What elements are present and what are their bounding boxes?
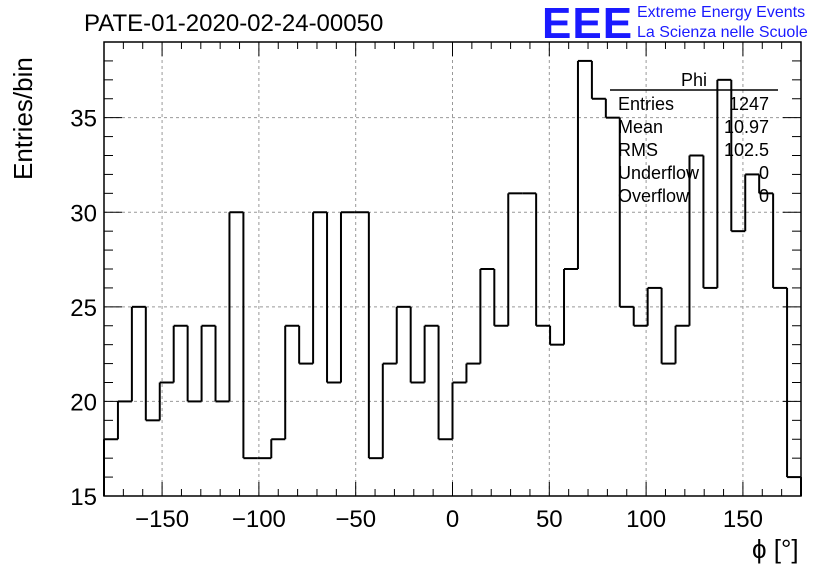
stats-value: 10.97 (724, 117, 769, 137)
y-tick-label: 20 (70, 389, 97, 416)
axis-ticks (103, 41, 802, 497)
stats-value: 0 (759, 163, 769, 183)
x-tick-label: 100 (626, 506, 666, 533)
y-axis-label: Entries/bin (8, 57, 38, 180)
stats-value: 0 (759, 186, 769, 206)
stats-label: RMS (618, 140, 658, 160)
x-tick-label: −150 (135, 506, 189, 533)
stats-label: Overflow (618, 186, 690, 206)
logo-line-2: La Scienza nelle Scuole (637, 24, 808, 41)
histogram-bars (103, 59, 802, 496)
x-axis-label: ϕ [°] (752, 534, 799, 564)
x-tick-label: 50 (536, 506, 563, 533)
y-tick-label: 30 (70, 200, 97, 227)
logo-line-1: Extreme Energy Events (637, 4, 806, 21)
y-tick-label: 25 (70, 295, 97, 322)
y-tick-label: 15 (70, 484, 97, 511)
tick-labels: −150 −100 −50 0 50 100 150 15 20 25 30 35 (70, 106, 763, 533)
x-tick-label: −50 (335, 506, 376, 533)
stats-value: 1247 (729, 94, 769, 114)
stats-label: Mean (618, 117, 663, 137)
x-tick-label: 0 (446, 506, 459, 533)
x-tick-label: 150 (723, 506, 763, 533)
eee-logo: EEE (542, 0, 634, 48)
stats-value: 102.5 (724, 140, 769, 160)
stats-label: Underflow (618, 163, 700, 183)
stats-box: Phi Entries 1247 Mean 10.97 RMS 102.5 Underflow… (610, 70, 778, 206)
x-tick-label: −100 (232, 506, 286, 533)
stats-name: Phi (681, 70, 707, 90)
stats-label: Entries (618, 94, 674, 114)
chart-title: PATE-01-2020-02-24-00050 (84, 10, 384, 37)
y-tick-label: 35 (70, 106, 97, 133)
